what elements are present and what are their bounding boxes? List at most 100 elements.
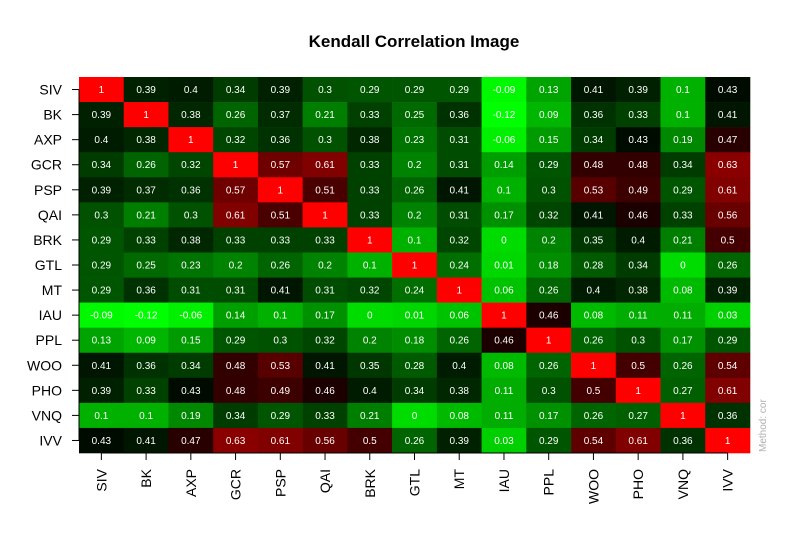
heatmap-cell-MT-WOO — [571, 277, 617, 303]
heatmap-cell-GCR-PPL — [526, 152, 572, 178]
heatmap-cell-PSP-PSP — [257, 177, 303, 203]
cell-value-label: 0 — [501, 235, 507, 246]
heatmap-cell-QAI-AXP — [168, 202, 214, 228]
heatmap-cell-IAU-BK — [123, 302, 169, 328]
heatmap-cell-PHO-PPL — [526, 377, 572, 404]
cell-value-label: 1 — [546, 336, 552, 347]
heatmap-cell-WOO-QAI — [302, 352, 348, 379]
heatmap-cell-QAI-VNQ — [660, 202, 706, 228]
cell-value-label: 0.19 — [673, 135, 693, 146]
cell-value-label: 0.33 — [136, 386, 156, 397]
cell-value-label: 0.32 — [226, 135, 246, 146]
cell-value-label: 0.49 — [271, 386, 291, 397]
cell-value-label: 0.38 — [181, 110, 201, 121]
heatmap-cell-IAU-IVV — [705, 302, 751, 328]
heatmap-cell-AXP-WOO — [571, 127, 617, 153]
heatmap-cell-WOO-VNQ — [660, 352, 706, 379]
heatmap-cell-QAI-MT — [436, 202, 482, 228]
cell-value-label: 0.03 — [494, 436, 514, 447]
cell-value-label: 0.41 — [584, 210, 604, 221]
cell-value-label: 0.61 — [718, 185, 738, 196]
heatmap-cell-GTL-PPL — [526, 252, 572, 278]
cell-value-label: 0.34 — [673, 160, 693, 171]
heatmap-cell-PHO-QAI — [302, 377, 348, 404]
cell-value-label: 1 — [322, 210, 328, 221]
heatmap-cell-IVV-MT — [436, 427, 482, 454]
cell-value-label: 0.23 — [405, 135, 425, 146]
heatmap-cell-PHO-PSP — [257, 377, 303, 404]
cell-value-label: 0.29 — [718, 336, 738, 347]
heatmap-cell-BRK-QAI — [302, 227, 348, 253]
cell-value-label: 0.46 — [628, 210, 648, 221]
heatmap-cell-WOO-PSP — [257, 352, 303, 379]
heatmap-cell-AXP-BK — [123, 127, 169, 153]
heatmap-cell-GTL-QAI — [302, 252, 348, 278]
heatmap-cell-SIV-BK — [123, 77, 169, 103]
heatmap-cell-WOO-PHO — [615, 352, 661, 379]
cell-value-label: 0.34 — [405, 386, 425, 397]
cell-value-label: 0.1 — [139, 411, 153, 422]
heatmap-cell-BRK-VNQ — [660, 227, 706, 253]
heatmap-cell-GCR-PHO — [615, 152, 661, 178]
cell-value-label: 0.38 — [449, 386, 469, 397]
heatmap-cell-BRK-IAU — [481, 227, 527, 253]
cell-value-label: 0.61 — [315, 160, 335, 171]
cell-value-label: 1 — [188, 135, 194, 146]
column-label-PPL: PPL — [541, 469, 557, 496]
cell-value-label: 0.18 — [539, 261, 559, 272]
cell-value-label: 1 — [635, 386, 641, 397]
heatmap-cell-QAI-GCR — [213, 202, 259, 228]
row-label-MT: MT — [42, 282, 63, 298]
heatmap-cell-VNQ-PPL — [526, 402, 572, 429]
heatmap-cell-BK-PPL — [526, 102, 572, 128]
heatmap-cell-SIV-GCR — [213, 77, 259, 103]
cell-value-label: 0.33 — [271, 235, 291, 246]
cell-value-label: 0.43 — [718, 85, 738, 96]
heatmap-cell-PPL-PPL — [526, 327, 572, 354]
heatmap-cell-PPL-QAI — [302, 327, 348, 354]
heatmap-cell-WOO-IAU — [481, 352, 527, 379]
cell-value-label: 0.3 — [184, 210, 198, 221]
heatmap-cell-BK-IAU — [481, 102, 527, 128]
heatmap-cell-GCR-SIV — [79, 152, 125, 178]
heatmap-cell-IVV-PPL — [526, 427, 572, 454]
cell-value-label: 0.29 — [92, 261, 112, 272]
heatmap-cell-IAU-QAI — [302, 302, 348, 328]
heatmap-cell-BRK-SIV — [79, 227, 125, 253]
heatmap-cell-GCR-IVV — [705, 152, 751, 178]
heatmap-cell-SIV-AXP — [168, 77, 214, 103]
heatmap-cell-WOO-BK — [123, 352, 169, 379]
cell-value-label: 0.26 — [539, 361, 559, 372]
cell-value-label: 0.26 — [271, 261, 291, 272]
cell-value-label: 0.29 — [226, 336, 246, 347]
heatmap-cell-IAU-WOO — [571, 302, 617, 328]
row-labels: SIV BK AXP GCR PSP QAI BRK GTL MT IAU PPL WOO PHO VNQ… — [27, 82, 63, 449]
cell-value-label: 0.39 — [449, 436, 469, 447]
heatmap-cell-QAI-BK — [123, 202, 169, 228]
cell-value-label: 0.36 — [136, 361, 156, 372]
heatmap-cell-VNQ-MT — [436, 402, 482, 429]
heatmap-cell-PSP-GTL — [392, 177, 438, 203]
cell-value-label: 0.54 — [584, 436, 604, 447]
heatmap-cell-GTL-GTL — [392, 252, 438, 278]
heatmap-cell-WOO-BRK — [347, 352, 393, 379]
cell-value-label: 0.4 — [94, 135, 108, 146]
cell-value-label: 0.53 — [271, 361, 291, 372]
heatmap-cell-IVV-BRK — [347, 427, 393, 454]
heatmap-cell-QAI-PSP — [257, 202, 303, 228]
cell-value-label: 0.3 — [318, 135, 332, 146]
cell-value-label: 0.39 — [718, 286, 738, 297]
cell-value-label: 0.08 — [673, 286, 693, 297]
heatmap-cell-GCR-BRK — [347, 152, 393, 178]
cell-value-label: 0.48 — [584, 160, 604, 171]
column-label-GCR: GCR — [228, 469, 244, 500]
cell-value-label: 0.41 — [584, 85, 604, 96]
cell-value-label: 0.43 — [92, 436, 112, 447]
cell-value-label: 0.36 — [181, 185, 201, 196]
cell-value-label: 0.17 — [315, 311, 335, 322]
cell-value-label: 1 — [278, 185, 284, 196]
heatmap-cell-QAI-QAI — [302, 202, 348, 228]
heatmap-cell-PSP-QAI — [302, 177, 348, 203]
cell-value-label: 1 — [233, 160, 239, 171]
